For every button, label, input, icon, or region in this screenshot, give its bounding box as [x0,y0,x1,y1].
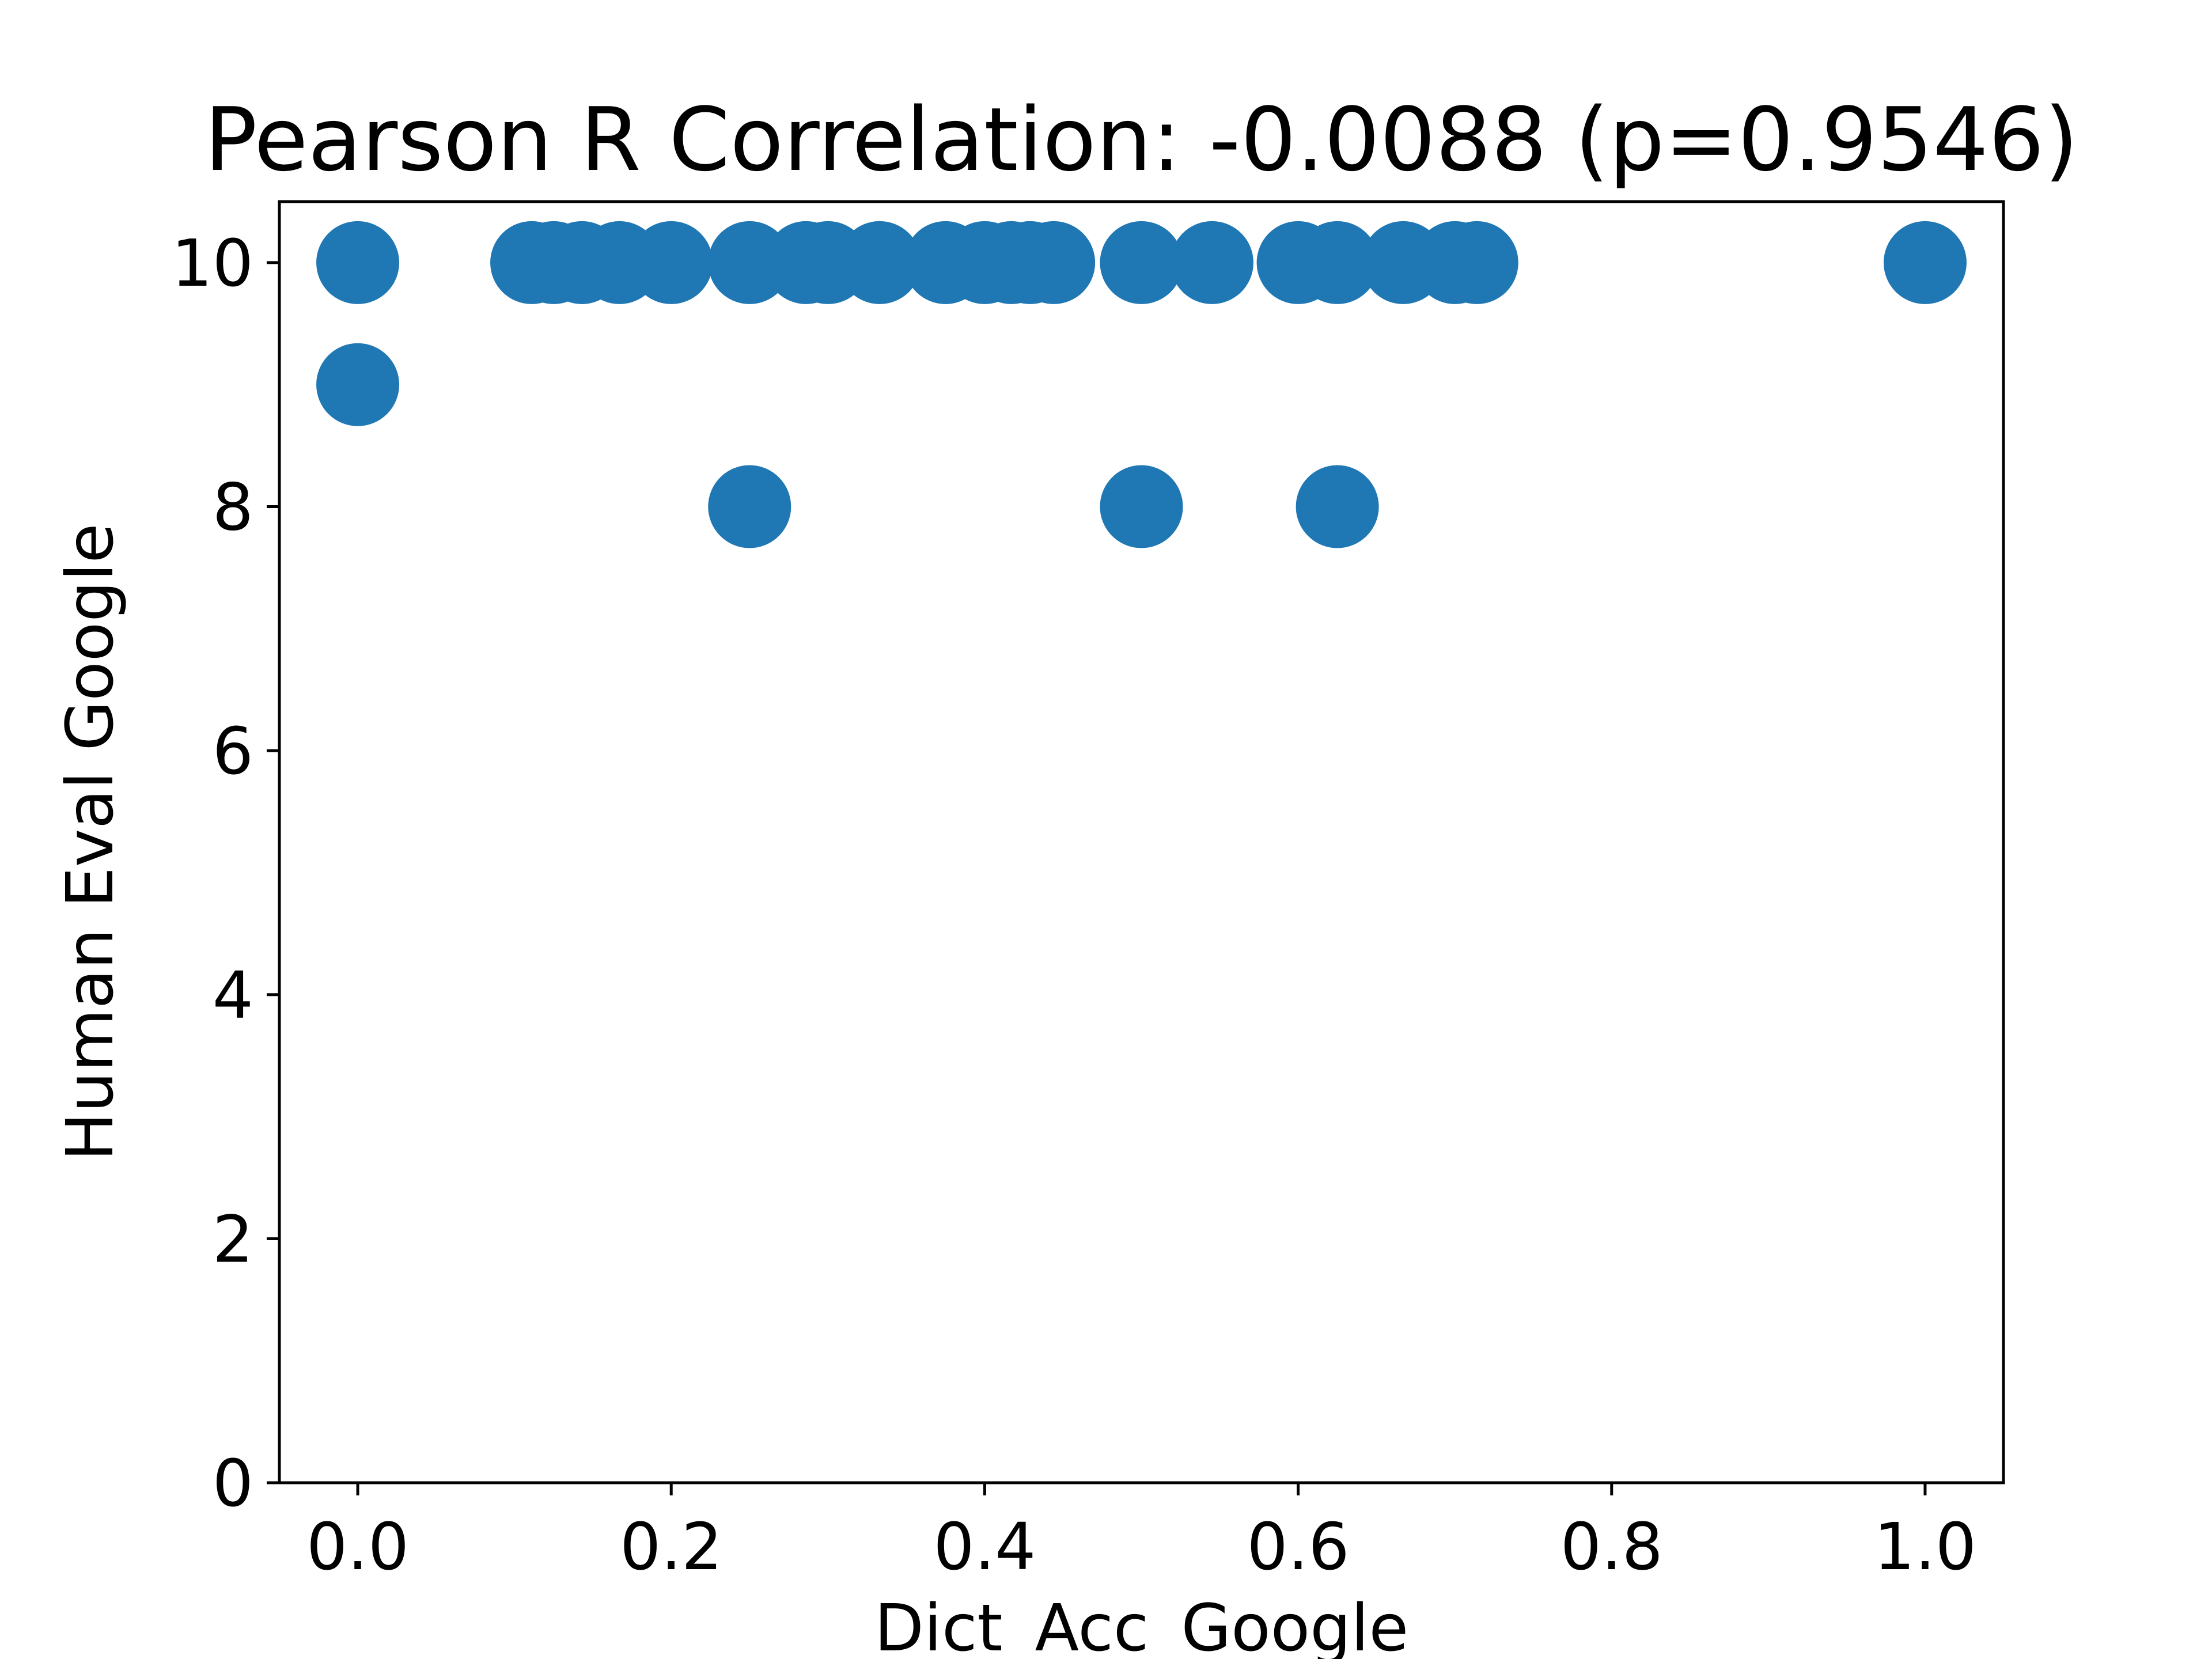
y-axis-label: Human Eval Google [53,524,128,1161]
data-point [1296,465,1379,548]
y-tick-label: 8 [213,471,253,546]
data-point [838,221,922,304]
x-tick-label: 1.0 [1874,1510,1976,1585]
y-tick-label: 0 [213,1446,253,1521]
y-axis: 0 2 4 6 8 10 [171,226,279,1521]
x-tick-label: 0.2 [620,1510,722,1585]
x-axis-label: Dict_Acc_Google [874,1591,1409,1659]
x-tick-label: 0.0 [306,1510,409,1585]
y-tick-label: 10 [171,226,253,301]
data-point [1100,221,1183,304]
chart-title: Pearson R Correlation: -0.0088 (p=0.9546… [204,89,2078,191]
y-tick-label: 4 [213,959,253,1033]
data-point [1883,221,1967,304]
data-point [1012,221,1096,304]
data-point [708,465,791,548]
data-point [630,221,713,304]
data-point [316,343,400,426]
y-tick-label: 6 [213,714,253,789]
data-points [316,221,1967,548]
x-axis: 0.0 0.2 0.4 0.6 0.8 1.0 [306,1483,1976,1585]
y-tick-label: 2 [213,1202,253,1277]
plot-frame [278,200,2005,1484]
data-point [1100,465,1183,548]
data-point [1435,221,1518,304]
data-point [1296,221,1379,304]
data-point [1170,221,1253,304]
data-point [316,221,400,304]
x-tick-label: 0.8 [1560,1510,1663,1585]
x-tick-label: 0.4 [933,1510,1036,1585]
x-tick-label: 0.6 [1247,1510,1350,1585]
